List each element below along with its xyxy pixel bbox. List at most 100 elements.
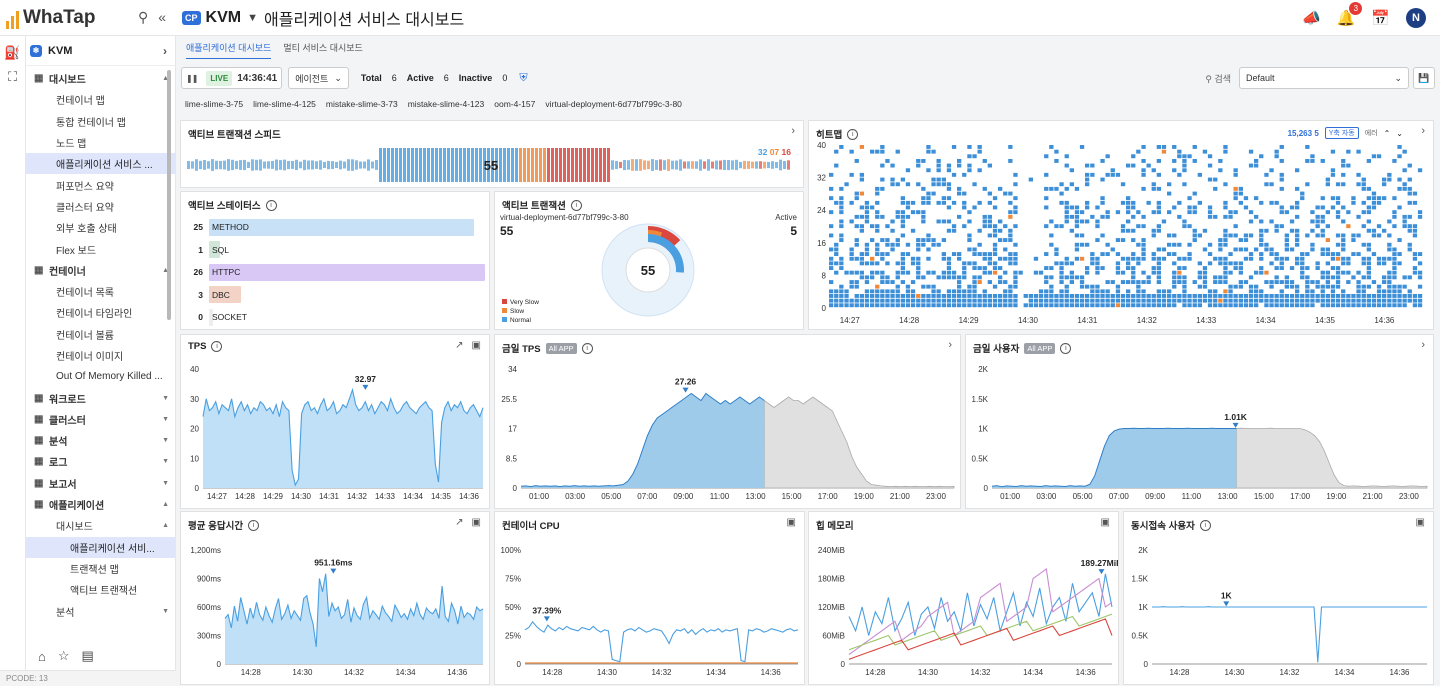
heatmap-cell xyxy=(910,228,916,233)
info-icon[interactable]: i xyxy=(211,341,223,352)
collapse-sidebar-icon[interactable]: « xyxy=(158,9,166,25)
sidebar-item[interactable]: ▦ 컨테이너 ▲ xyxy=(26,260,175,281)
project-dropdown-icon[interactable]: ▼ xyxy=(247,11,258,24)
fullscreen-icon[interactable]: ⛶ xyxy=(7,69,18,84)
heatmap-cell xyxy=(1361,256,1366,261)
avatar[interactable]: N xyxy=(1406,7,1426,28)
info-icon[interactable]: i xyxy=(265,199,277,211)
sidebar-item[interactable]: Flex 보드 xyxy=(26,238,175,259)
sidebar-item[interactable]: 컨테이너 목록 xyxy=(26,281,175,302)
calendar-icon[interactable]: 📅 xyxy=(1371,9,1390,27)
sidebar-item[interactable]: ▦ 로그 ▼ xyxy=(26,451,175,472)
project-name[interactable]: KVM xyxy=(205,8,242,26)
image-icon[interactable]: ▣ xyxy=(471,340,481,351)
error-toggle[interactable]: 에러 xyxy=(1364,130,1378,137)
agent-select[interactable]: 에이전트 ⌄ xyxy=(288,67,349,89)
image-icon[interactable]: ▣ xyxy=(786,517,796,528)
sidebar-item[interactable]: 통합 컨테이너 맵 xyxy=(26,111,175,132)
image-icon[interactable]: ▣ xyxy=(1100,517,1110,528)
search-label[interactable]: ⚲ 검색 xyxy=(1205,73,1231,84)
sidebar-item[interactable]: 분석 ▼ xyxy=(26,600,175,621)
info-icon[interactable]: i xyxy=(570,199,582,211)
sidebar-item[interactable]: ▦ 애플리케이션 ▲ xyxy=(26,494,175,515)
agent-name[interactable]: lime-slime-4-125 xyxy=(253,99,316,109)
sidebar-item[interactable]: 컨테이너 볼륨 xyxy=(26,324,175,345)
bookmark-icon[interactable]: ▤ xyxy=(81,648,94,663)
chevron-right-icon[interactable]: › xyxy=(791,125,795,137)
home-icon[interactable]: ⌂ xyxy=(38,648,46,664)
panel-title-text: 히트맵 xyxy=(816,130,843,141)
sidebar-item[interactable]: 애플리케이션 서비... xyxy=(26,536,175,558)
sidebar-item[interactable]: 외부 호출 상태 xyxy=(26,217,175,238)
expand-arrow-icon[interactable]: ▼ xyxy=(162,394,169,402)
sidebar-item[interactable]: Out Of Memory Killed ... xyxy=(26,366,175,387)
expand-arrow-icon[interactable]: ▼ xyxy=(162,415,169,423)
info-icon[interactable]: i xyxy=(581,342,593,354)
live-control[interactable]: ❚❚ LIVE 14:36:41 xyxy=(181,67,283,89)
agent-name[interactable]: mistake-slime-3-73 xyxy=(325,99,398,109)
agent-name[interactable]: lime-slime-3-75 xyxy=(185,99,244,109)
line-chart-icon[interactable]: ↗ xyxy=(455,340,464,351)
heatmap-cell xyxy=(1243,303,1249,308)
pause-icon[interactable]: ❚❚ xyxy=(186,73,198,83)
megaphone-icon[interactable]: 📣 xyxy=(1301,9,1321,27)
paint-bucket-icon[interactable]: ⛽ xyxy=(4,45,21,60)
heatmap-cell xyxy=(931,149,936,154)
expand-arrow-icon[interactable]: ▼ xyxy=(162,437,169,445)
chevron-right-icon[interactable]: › xyxy=(948,339,952,351)
preset-select[interactable]: Default ⌄ xyxy=(1239,67,1409,89)
info-icon[interactable]: i xyxy=(248,519,260,531)
expand-arrow-icon[interactable]: ▲ xyxy=(162,501,169,509)
chevron-down-icon[interactable]: ⌄ xyxy=(1396,128,1403,138)
sidebar-item[interactable]: 컨테이너 맵 xyxy=(26,89,175,110)
agent-name[interactable]: virtual-deployment-6d77bf799c-3-80 xyxy=(545,99,682,109)
chevron-right-icon[interactable]: › xyxy=(1421,339,1425,351)
heatmap-cell xyxy=(1141,238,1146,242)
sidebar-item[interactable]: ▦ 보고서 ▼ xyxy=(26,473,175,494)
info-icon[interactable]: i xyxy=(1199,519,1211,531)
sidebar-item[interactable]: 노드 맵 xyxy=(26,132,175,153)
sidebar-item[interactable]: 트랜잭션 맵 xyxy=(26,558,175,579)
sidebar-item[interactable]: 퍼포먼스 요약 xyxy=(26,174,175,195)
chevron-up-icon[interactable]: ⌃ xyxy=(1383,128,1391,138)
speed-tick xyxy=(507,148,510,182)
sidebar-item[interactable]: 애플리케이션 서비스 ... xyxy=(26,153,175,175)
expand-arrow-icon[interactable]: ▲ xyxy=(162,75,169,83)
sidebar-item[interactable]: ▦ 워크로드 ▼ xyxy=(26,387,175,408)
chevron-right-icon[interactable]: › xyxy=(1421,125,1425,137)
tab-app-dashboard[interactable]: 애플리케이션 대시보드 xyxy=(186,41,272,59)
sidebar-item[interactable]: 컨테이너 타임라인 xyxy=(26,302,175,323)
image-icon[interactable]: ▣ xyxy=(1415,517,1425,528)
sidebar-item[interactable]: 클러스터 요약 xyxy=(26,196,175,217)
sidebar-item[interactable]: 컨테이너 이미지 xyxy=(26,345,175,366)
agent-name[interactable]: oom-4-157 xyxy=(494,99,536,109)
sidebar-scrollbar[interactable] xyxy=(167,70,171,320)
expand-arrow-icon[interactable]: ▲ xyxy=(162,266,169,274)
search-icon[interactable]: ⚲ xyxy=(137,9,149,25)
sidebar-project[interactable]: ❄ KVM › xyxy=(26,36,175,66)
expand-arrow-icon[interactable]: ▼ xyxy=(162,479,169,487)
expand-arrow-icon[interactable]: ▼ xyxy=(162,458,169,466)
info-icon[interactable]: i xyxy=(1060,342,1072,354)
shield-icon[interactable]: ⛨ xyxy=(519,71,528,84)
heatmap-cell xyxy=(1274,275,1279,280)
info-icon[interactable]: i xyxy=(847,128,859,140)
sidebar-item[interactable]: ▦ 클러스터 ▼ xyxy=(26,409,175,430)
sidebar-item[interactable]: ▦ 대시보드 ▲ xyxy=(26,68,175,89)
y-axis-auto-toggle[interactable]: Y축 자동 xyxy=(1324,127,1359,139)
star-icon[interactable]: ☆ xyxy=(57,648,70,663)
sidebar-item[interactable]: ▦ 분석 ▼ xyxy=(26,430,175,451)
sidebar-item[interactable]: 액티브 트랜잭션 xyxy=(26,579,175,600)
chevron-right-icon[interactable]: › xyxy=(163,43,167,58)
save-button[interactable]: 💾 xyxy=(1413,67,1435,89)
sidebar-item[interactable]: 대시보드 ▲ xyxy=(26,515,175,536)
expand-arrow-icon[interactable]: ▲ xyxy=(162,522,169,530)
agent-name[interactable]: mistake-slime-4-123 xyxy=(407,99,485,109)
whatap-logo[interactable]: WhaTap xyxy=(6,7,95,29)
line-chart-icon[interactable]: ↗ xyxy=(455,517,464,528)
heatmap-cell xyxy=(834,252,839,256)
image-icon[interactable]: ▣ xyxy=(471,517,481,528)
expand-arrow-icon[interactable]: ▼ xyxy=(162,607,169,615)
bell-icon[interactable]: 🔔 3 xyxy=(1337,1,1363,27)
tab-multi-service-dashboard[interactable]: 멀티 서비스 대시보드 xyxy=(283,43,363,53)
